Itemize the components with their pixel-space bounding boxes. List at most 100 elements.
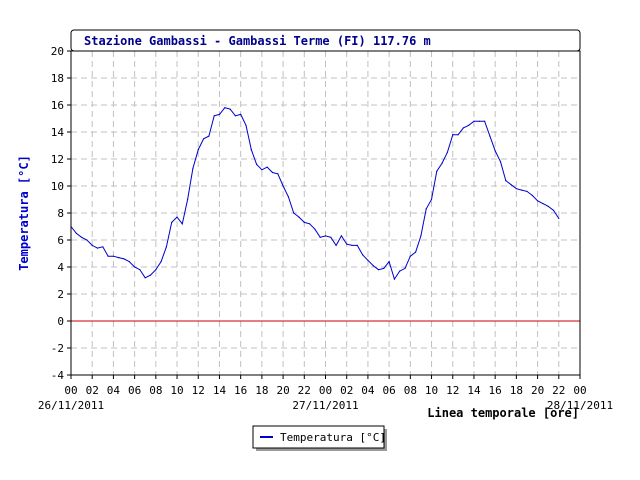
data-point xyxy=(271,171,274,174)
data-point xyxy=(335,244,337,246)
title-box xyxy=(70,29,581,52)
data-point xyxy=(75,232,77,234)
data-point xyxy=(351,244,353,246)
data-point xyxy=(420,235,422,237)
data-point xyxy=(192,167,194,169)
data-point xyxy=(436,170,438,172)
data-point xyxy=(441,162,443,164)
data-point xyxy=(510,184,512,186)
x-axis-label: Linea temporale [ore] xyxy=(427,406,579,420)
x-tick-label: 10 xyxy=(425,384,438,397)
y-tick-label: 12 xyxy=(51,153,64,166)
data-point xyxy=(303,221,305,223)
data-point xyxy=(81,236,83,238)
y-axis-ticks: -4 -2 0 2 4 6 8 10 12 14 16 18 20 xyxy=(51,45,71,382)
x-tick-label: 00 xyxy=(573,384,586,397)
data-point xyxy=(240,113,242,115)
data-point xyxy=(468,124,470,126)
data-point xyxy=(409,255,411,257)
data-point xyxy=(340,235,342,237)
data-point xyxy=(171,221,173,223)
data-point xyxy=(372,265,374,267)
data-point xyxy=(187,198,189,201)
data-point xyxy=(256,163,258,165)
data-point xyxy=(346,243,348,245)
data-point xyxy=(234,115,236,117)
data-point xyxy=(547,205,549,207)
x-axis-ticks: 00 02 04 06 08 10 12 14 16 18 20 22 00 02 04 06 08 10 12 14… xyxy=(64,375,587,397)
data-point xyxy=(537,200,539,202)
data-point xyxy=(181,223,183,225)
data-point xyxy=(102,246,104,248)
data-point xyxy=(499,161,502,163)
x-tick-label: 04 xyxy=(361,384,375,397)
y-tick-label: 16 xyxy=(51,99,64,112)
x-tick-label: 06 xyxy=(383,384,396,397)
data-point xyxy=(112,255,114,257)
y-tick-label: 4 xyxy=(57,261,64,274)
y-tick-label: -2 xyxy=(51,342,64,355)
y-tick-label: -4 xyxy=(51,369,65,382)
data-point xyxy=(462,127,464,129)
data-point xyxy=(330,236,332,238)
series-points xyxy=(70,107,560,280)
data-point xyxy=(118,257,120,259)
data-point xyxy=(425,208,427,210)
data-point xyxy=(383,267,385,269)
data-point xyxy=(377,269,380,271)
data-point xyxy=(91,244,93,246)
y-tick-label: 6 xyxy=(57,234,64,247)
data-point xyxy=(155,269,157,271)
chart-title: Stazione Gambassi - Gambassi Terme (FI) … xyxy=(84,34,431,48)
data-point xyxy=(552,209,555,211)
data-point xyxy=(213,115,215,117)
data-point xyxy=(134,266,136,268)
data-point xyxy=(521,189,523,191)
y-tick-label: 0 xyxy=(57,315,64,328)
legend-box xyxy=(252,425,385,449)
legend-label: Temperatura [°C] xyxy=(280,431,386,444)
data-point xyxy=(558,217,560,219)
x-tick-label: 04 xyxy=(107,384,121,397)
y-tick-label: 8 xyxy=(57,207,64,220)
x-tick-label: 20 xyxy=(531,384,544,397)
data-point xyxy=(287,196,289,198)
data-point xyxy=(515,188,518,190)
data-point xyxy=(388,261,390,263)
data-point xyxy=(399,270,401,272)
data-point xyxy=(473,120,475,122)
data-point xyxy=(96,247,99,249)
x-tick-label: 06 xyxy=(128,384,141,397)
data-point xyxy=(314,228,316,230)
data-point xyxy=(139,269,141,271)
data-point xyxy=(526,190,528,192)
x-tick-label: 10 xyxy=(170,384,183,397)
data-point xyxy=(229,108,231,110)
data-point xyxy=(165,246,167,248)
x-tick-label: 12 xyxy=(192,384,205,397)
x-tick-label: 22 xyxy=(298,384,311,397)
data-point xyxy=(404,267,406,269)
x-tick-label: 22 xyxy=(552,384,565,397)
data-point xyxy=(144,277,146,279)
date-labels: 26/11/2011 27/11/2011 28/11/2011 xyxy=(38,399,613,412)
data-point xyxy=(430,198,433,201)
y-tick-label: 14 xyxy=(51,126,65,139)
y-axis-label: Temperatura [°C] xyxy=(17,155,31,271)
x-tick-label: 00 xyxy=(64,384,77,397)
data-point xyxy=(324,235,327,237)
data-point xyxy=(356,244,358,246)
x-tick-label: 08 xyxy=(149,384,162,397)
x-tick-label: 00 xyxy=(319,384,332,397)
data-point xyxy=(367,259,369,261)
data-point xyxy=(123,258,125,260)
x-tick-label: 02 xyxy=(340,384,353,397)
data-point xyxy=(277,173,279,175)
data-point xyxy=(176,216,178,218)
data-point xyxy=(107,255,109,257)
data-point xyxy=(319,236,321,238)
x-tick-label: 08 xyxy=(404,384,417,397)
data-point xyxy=(494,150,496,152)
data-point xyxy=(203,138,205,140)
